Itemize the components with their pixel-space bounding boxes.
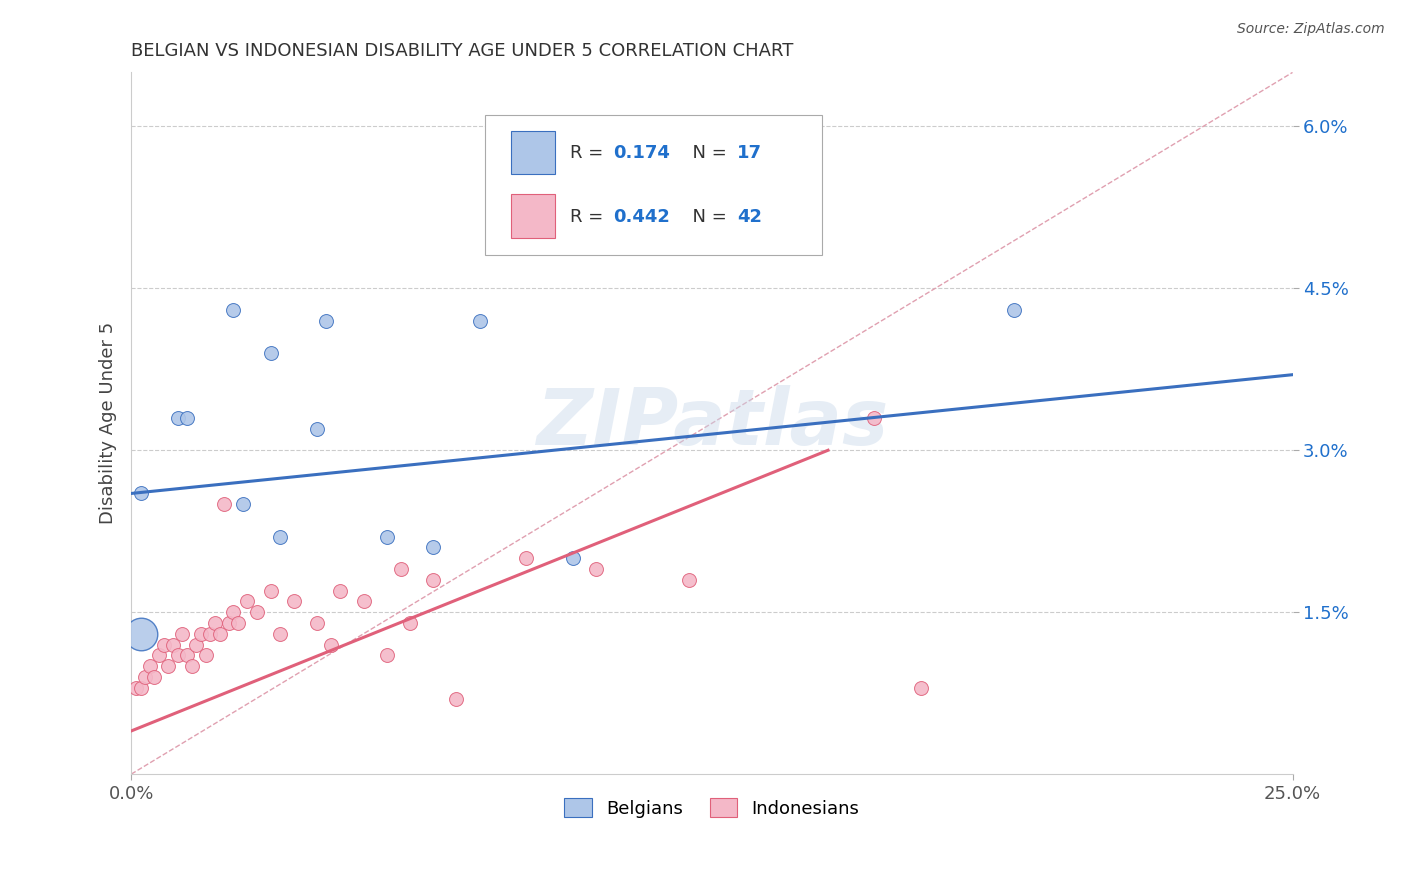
Point: [176, 410, 198, 425]
Text: 17: 17: [737, 145, 762, 162]
Point: [200, 627, 222, 641]
Point: [468, 314, 491, 328]
Point: [222, 605, 245, 619]
Point: [259, 583, 281, 598]
Text: Source: ZipAtlas.com: Source: ZipAtlas.com: [1237, 22, 1385, 37]
Text: BELGIAN VS INDONESIAN DISABILITY AGE UNDER 5 CORRELATION CHART: BELGIAN VS INDONESIAN DISABILITY AGE UND…: [131, 42, 793, 60]
Point: [162, 638, 184, 652]
Text: R =: R =: [571, 145, 609, 162]
FancyBboxPatch shape: [510, 131, 555, 175]
Text: 42: 42: [737, 208, 762, 226]
Point: [422, 541, 444, 555]
Point: [910, 681, 932, 695]
FancyBboxPatch shape: [510, 194, 555, 237]
Point: [152, 638, 174, 652]
Point: [218, 615, 240, 630]
Point: [375, 648, 398, 663]
Text: 0.174: 0.174: [613, 145, 671, 162]
Point: [389, 562, 412, 576]
Point: [446, 691, 468, 706]
Point: [678, 573, 700, 587]
Point: [232, 497, 254, 511]
Point: [399, 615, 422, 630]
Text: N =: N =: [681, 145, 733, 162]
Point: [176, 648, 198, 663]
Point: [204, 615, 226, 630]
Text: N =: N =: [681, 208, 733, 226]
Point: [143, 670, 166, 684]
Point: [134, 670, 156, 684]
Point: [125, 681, 148, 695]
Point: [585, 562, 607, 576]
Point: [269, 627, 291, 641]
Text: R =: R =: [571, 208, 609, 226]
Point: [172, 627, 194, 641]
Text: ZIPatlas: ZIPatlas: [536, 385, 889, 461]
Point: [515, 551, 537, 566]
Text: 0.442: 0.442: [613, 208, 671, 226]
Point: [180, 659, 202, 673]
Point: [208, 627, 231, 641]
Point: [148, 648, 170, 663]
Point: [166, 410, 188, 425]
Point: [139, 659, 162, 673]
Point: [319, 638, 342, 652]
Point: [375, 530, 398, 544]
Point: [561, 551, 583, 566]
Point: [129, 486, 152, 500]
Point: [226, 615, 249, 630]
FancyBboxPatch shape: [485, 114, 823, 255]
Point: [863, 410, 886, 425]
Point: [315, 314, 337, 328]
Point: [194, 648, 217, 663]
Point: [422, 573, 444, 587]
Legend: Belgians, Indonesians: Belgians, Indonesians: [557, 791, 866, 825]
Point: [353, 594, 375, 608]
Point: [222, 302, 245, 317]
Point: [1002, 302, 1025, 317]
Point: [246, 605, 269, 619]
Point: [190, 627, 212, 641]
Point: [329, 583, 352, 598]
Point: [129, 627, 152, 641]
Point: [307, 615, 329, 630]
Point: [157, 659, 180, 673]
Point: [186, 638, 208, 652]
Point: [166, 648, 188, 663]
Point: [212, 497, 235, 511]
Point: [236, 594, 259, 608]
Point: [269, 530, 291, 544]
Point: [283, 594, 305, 608]
Point: [307, 422, 329, 436]
Point: [129, 681, 152, 695]
Point: [259, 346, 281, 360]
Y-axis label: Disability Age Under 5: Disability Age Under 5: [100, 322, 117, 524]
